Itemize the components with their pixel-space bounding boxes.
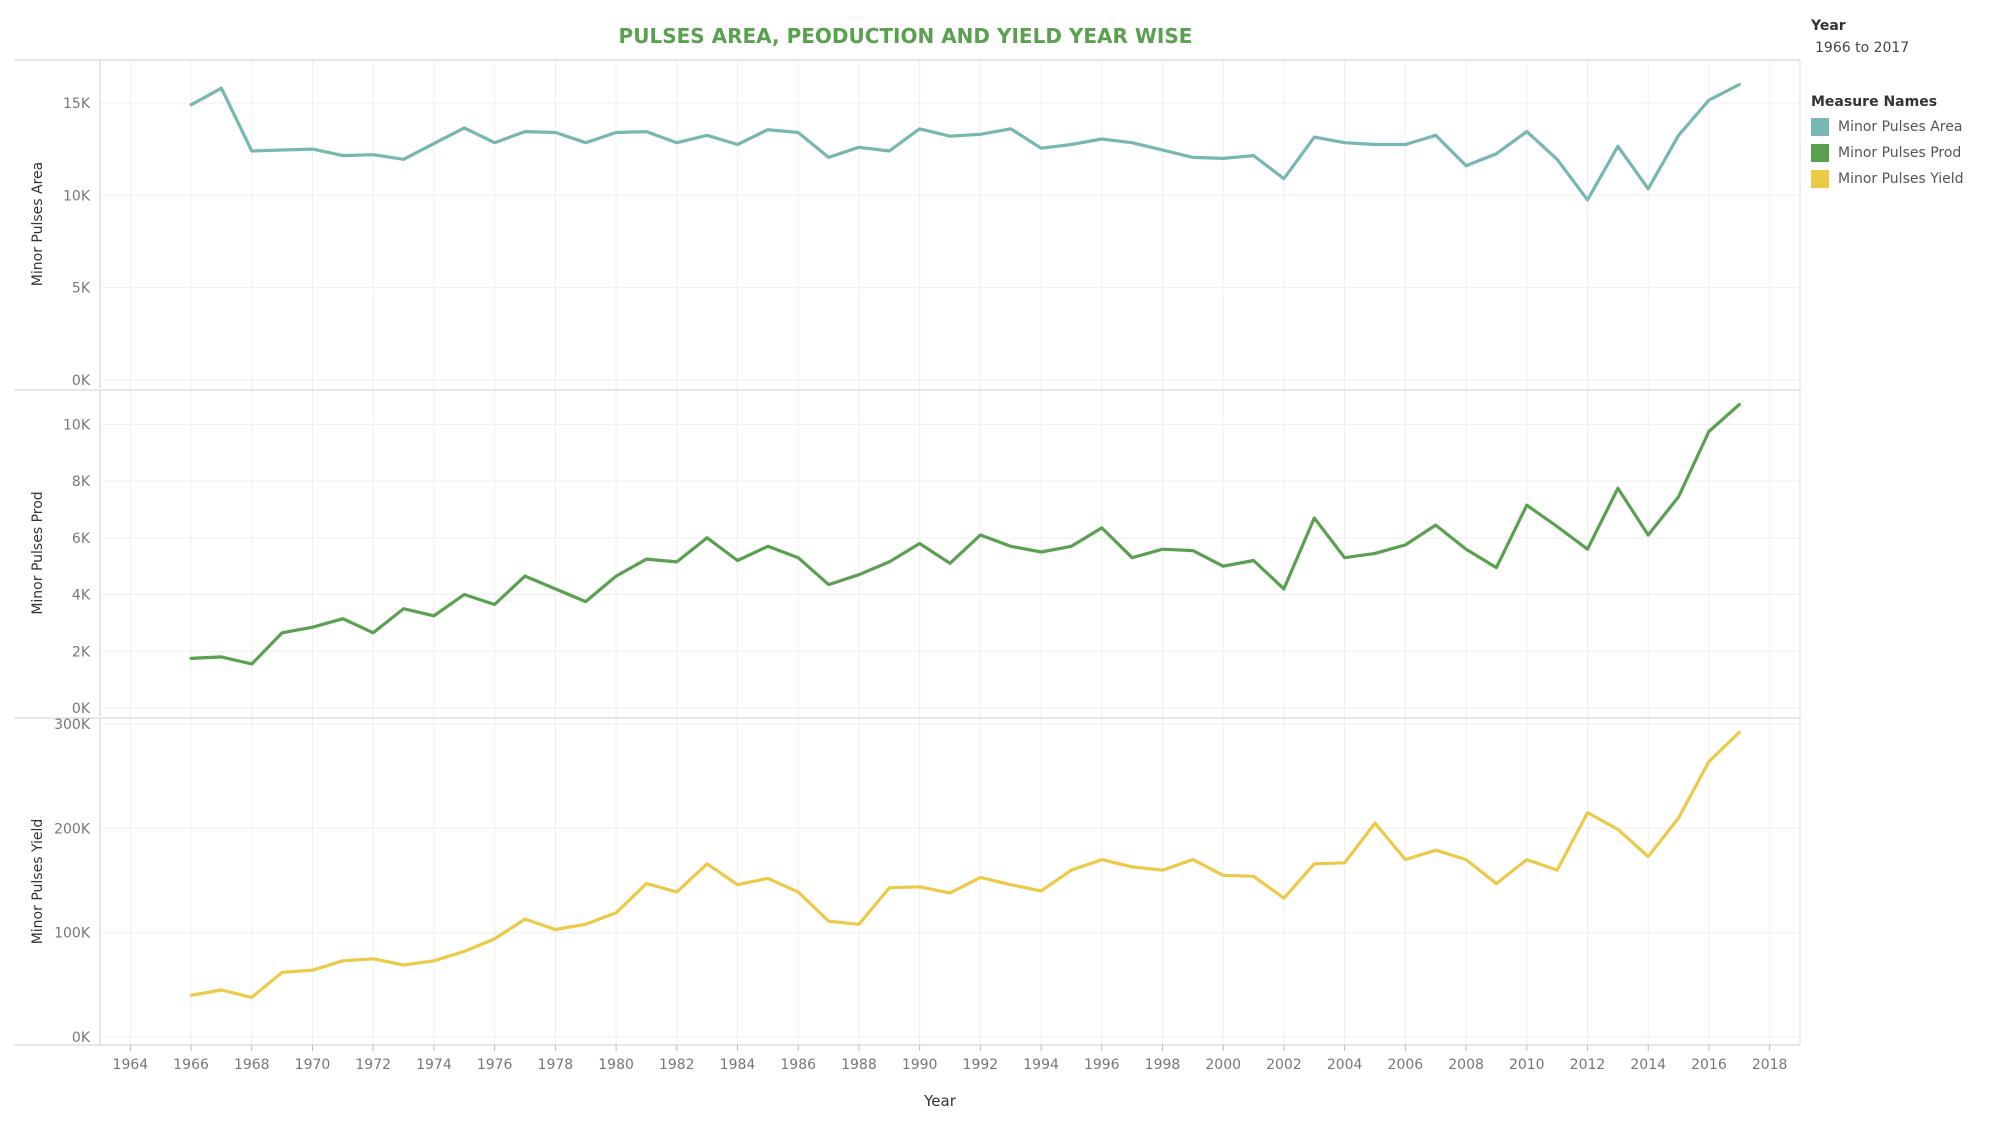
x-tick-label: 1988 <box>841 1057 877 1073</box>
x-tick-label: 1972 <box>355 1057 391 1073</box>
x-tick-label: 2016 <box>1691 1057 1727 1073</box>
x-tick-label: 2010 <box>1509 1057 1545 1073</box>
legend-item-area[interactable]: Minor Pulses Area <box>1811 118 1991 136</box>
x-tick-label: 2002 <box>1266 1057 1302 1073</box>
legend-item-prod[interactable]: Minor Pulses Prod <box>1811 144 1991 162</box>
y-axis-title: Minor Pulses Prod <box>30 491 46 614</box>
legend-panel: Year 1966 to 2017 Measure Names Minor Pu… <box>1811 18 1991 188</box>
x-axis-title: Year <box>923 1092 957 1110</box>
x-tick-label: 1986 <box>780 1057 816 1073</box>
x-tick-label: 1970 <box>295 1057 331 1073</box>
x-tick-label: 2004 <box>1327 1057 1363 1073</box>
legend-swatch-yield <box>1811 170 1829 188</box>
series-line-1 <box>189 402 1741 666</box>
x-tick-label: 1966 <box>173 1057 209 1073</box>
y-tick-label: 8K <box>72 474 91 490</box>
x-tick-label: 2018 <box>1752 1057 1788 1073</box>
y-tick-label: 10K <box>63 417 91 433</box>
series-line-2 <box>189 730 1741 1000</box>
y-tick-label: 2K <box>72 644 91 660</box>
y-tick-label: 200K <box>54 821 91 837</box>
legend-label-prod: Minor Pulses Prod <box>1838 145 1962 161</box>
legend-swatch-prod <box>1811 144 1829 162</box>
x-tick-label: 1976 <box>477 1057 513 1073</box>
y-tick-label: 10K <box>63 188 91 204</box>
legend-item-yield[interactable]: Minor Pulses Yield <box>1811 170 1991 188</box>
x-tick-label: 1990 <box>902 1057 938 1073</box>
x-tick-label: 1968 <box>234 1057 270 1073</box>
y-tick-label: 300K <box>54 717 91 733</box>
x-tick-label: 2014 <box>1630 1057 1666 1073</box>
x-tick-label: 2006 <box>1388 1057 1424 1073</box>
x-tick-label: 1982 <box>659 1057 695 1073</box>
y-axis-title: Minor Pulses Area <box>30 162 46 286</box>
chart-title: PULSES AREA, PEODUCTION AND YIELD YEAR W… <box>618 24 1193 48</box>
legend-swatch-area <box>1811 118 1829 136</box>
filter-value[interactable]: 1966 to 2017 <box>1815 40 1910 56</box>
x-tick-label: 1992 <box>963 1057 999 1073</box>
x-tick-label: 1978 <box>538 1057 574 1073</box>
y-tick-label: 4K <box>72 588 91 604</box>
x-tick-label: 1980 <box>598 1057 634 1073</box>
y-tick-label: 6K <box>72 531 91 547</box>
y-tick-label: 0K <box>72 701 91 717</box>
y-tick-label: 0K <box>72 1030 91 1046</box>
x-tick-label: 2000 <box>1205 1057 1241 1073</box>
x-tick-label: 1994 <box>1023 1057 1059 1073</box>
y-tick-label: 100K <box>54 926 91 942</box>
series-line-0 <box>189 82 1741 202</box>
x-tick-label: 1998 <box>1145 1057 1181 1073</box>
x-tick-label: 1996 <box>1084 1057 1120 1073</box>
x-tick-label: 1974 <box>416 1057 452 1073</box>
x-tick-label: 2008 <box>1448 1057 1484 1073</box>
x-tick-label: 1984 <box>720 1057 756 1073</box>
y-tick-label: 15K <box>63 96 91 112</box>
legend-label-area: Minor Pulses Area <box>1838 119 1963 135</box>
y-tick-label: 5K <box>72 281 91 297</box>
filter-label: Year <box>1811 18 1846 34</box>
x-tick-label: 1964 <box>113 1057 149 1073</box>
y-tick-label: 0K <box>72 373 91 389</box>
legend-label-yield: Minor Pulses Yield <box>1838 171 1964 187</box>
y-axis-title: Minor Pulses Yield <box>30 819 46 945</box>
legend-title: Measure Names <box>1811 94 1938 110</box>
x-tick-label: 2012 <box>1570 1057 1606 1073</box>
